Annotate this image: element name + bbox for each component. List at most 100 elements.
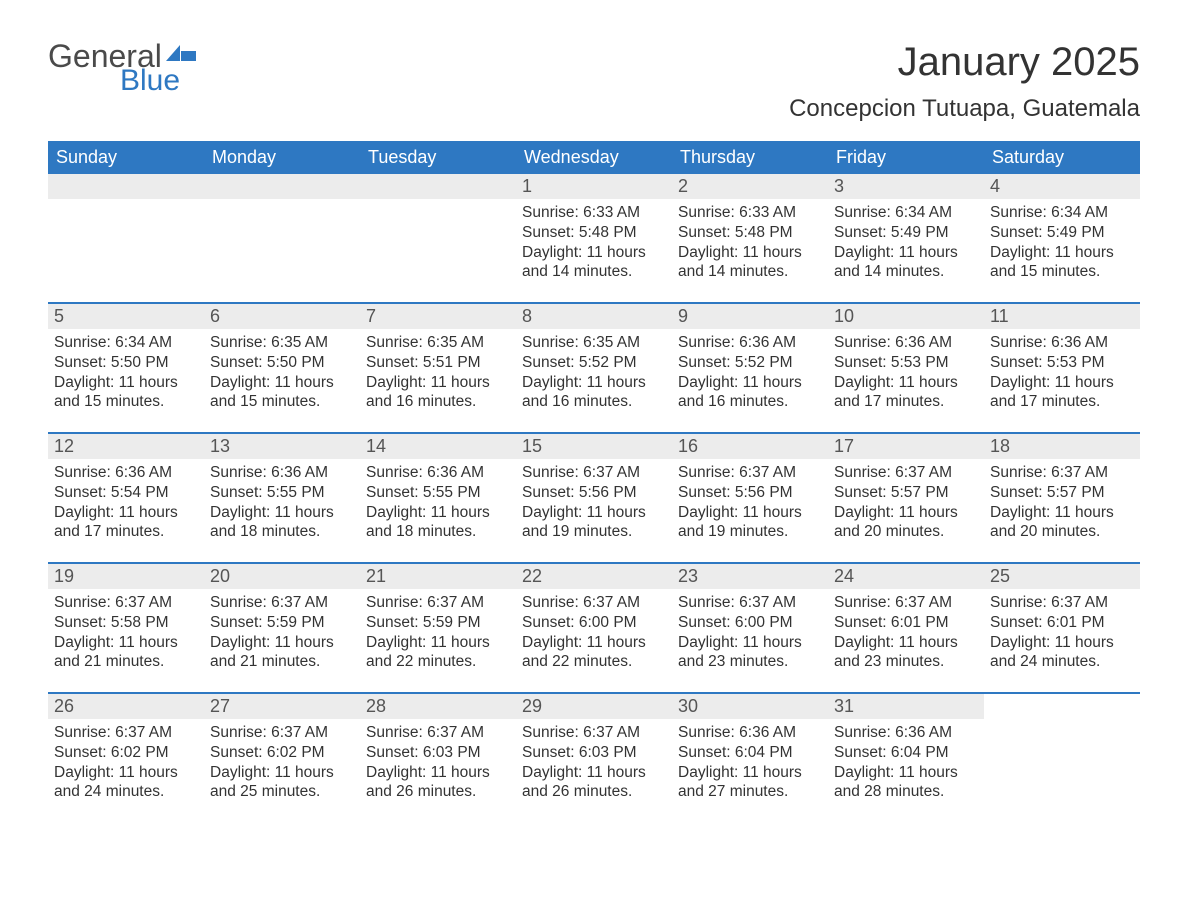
daylight-text: and 14 minutes.	[834, 262, 978, 282]
weekday-header: Wednesday	[516, 141, 672, 174]
day-cell: 19Sunrise: 6:37 AMSunset: 5:58 PMDayligh…	[48, 564, 204, 692]
daylight-text: Daylight: 11 hours	[522, 633, 666, 653]
day-content: Sunrise: 6:37 AMSunset: 5:59 PMDaylight:…	[362, 593, 510, 672]
day-cell: 21 Sunrise: 6:37 AMSunset: 5:59 PMDayligh…	[360, 564, 516, 692]
day-cell	[360, 174, 516, 302]
day-number: 28	[360, 694, 516, 719]
daylight-text: and 15 minutes.	[210, 392, 354, 412]
day-content: Sunrise: 6:37 AMSunset: 6:00 PMDaylight:…	[674, 593, 822, 672]
daylight-text: and 17 minutes.	[990, 392, 1134, 412]
daylight-text: and 20 minutes.	[990, 522, 1134, 542]
day-content: Sunrise: 6:34 AMSunset: 5:49 PMDaylight:…	[830, 203, 978, 282]
logo-text-blue: Blue	[120, 66, 196, 96]
day-content: Sunrise: 6:37 AMSunset: 5:57 PMDaylight:…	[986, 463, 1134, 542]
daylight-text: and 19 minutes.	[522, 522, 666, 542]
day-number-empty	[204, 174, 360, 199]
sunset-text: Sunset: 5:58 PM	[54, 613, 198, 633]
sunrise-text: Sunrise: 6:34 AM	[54, 333, 198, 353]
daylight-text: and 19 minutes.	[678, 522, 822, 542]
sunset-text: Sunset: 5:48 PM	[522, 223, 666, 243]
daylight-text: Daylight: 11 hours	[678, 373, 822, 393]
sunrise-text: Sunrise: 6:37 AM	[990, 463, 1134, 483]
day-content: Sunrise: 6:37 AMSunset: 6:02 PMDaylight:…	[206, 723, 354, 802]
day-number: 23	[672, 564, 828, 589]
sunrise-text: Sunrise: 6:37 AM	[54, 593, 198, 613]
sunrise-text: Sunrise: 6:33 AM	[522, 203, 666, 223]
day-content: Sunrise: 6:37 AMSunset: 5:58 PMDaylight:…	[50, 593, 198, 672]
day-content: Sunrise: 6:37 AMSunset: 6:02 PMDaylight:…	[50, 723, 198, 802]
day-cell: 5Sunrise: 6:34 AMSunset: 5:50 PMDaylight…	[48, 304, 204, 432]
sunrise-text: Sunrise: 6:37 AM	[210, 593, 354, 613]
sunset-text: Sunset: 6:04 PM	[678, 743, 822, 763]
sunrise-text: Sunrise: 6:37 AM	[366, 593, 510, 613]
day-content: Sunrise: 6:37 AMSunset: 6:00 PMDaylight:…	[518, 593, 666, 672]
daylight-text: and 18 minutes.	[366, 522, 510, 542]
day-number: 24	[828, 564, 984, 589]
sunrise-text: Sunrise: 6:37 AM	[678, 463, 822, 483]
day-content: Sunrise: 6:35 AMSunset: 5:51 PMDaylight:…	[362, 333, 510, 412]
weekday-header: Friday	[828, 141, 984, 174]
day-cell: 1Sunrise: 6:33 AMSunset: 5:48 PMDaylight…	[516, 174, 672, 302]
day-number: 18	[984, 434, 1140, 459]
sunrise-text: Sunrise: 6:36 AM	[678, 723, 822, 743]
day-content: Sunrise: 6:36 AMSunset: 5:52 PMDaylight:…	[674, 333, 822, 412]
day-content: Sunrise: 6:36 AMSunset: 6:04 PMDaylight:…	[830, 723, 978, 802]
day-number: 14	[360, 434, 516, 459]
daylight-text: Daylight: 11 hours	[210, 373, 354, 393]
day-content: Sunrise: 6:36 AMSunset: 5:53 PMDaylight:…	[986, 333, 1134, 412]
day-cell: 28Sunrise: 6:37 AMSunset: 6:03 PMDayligh…	[360, 694, 516, 822]
day-number: 2	[672, 174, 828, 199]
daylight-text: and 27 minutes.	[678, 782, 822, 802]
day-content: Sunrise: 6:37 AMSunset: 6:01 PMDaylight:…	[830, 593, 978, 672]
header: General Blue January 2025 Concepcion Tut…	[48, 40, 1140, 123]
sunset-text: Sunset: 5:57 PM	[834, 483, 978, 503]
sunset-text: Sunset: 5:49 PM	[834, 223, 978, 243]
sunrise-text: Sunrise: 6:37 AM	[522, 593, 666, 613]
sunset-text: Sunset: 6:00 PM	[522, 613, 666, 633]
sunset-text: Sunset: 5:48 PM	[678, 223, 822, 243]
sunrise-text: Sunrise: 6:37 AM	[834, 463, 978, 483]
sunrise-text: Sunrise: 6:37 AM	[54, 723, 198, 743]
week-row: 12Sunrise: 6:36 AMSunset: 5:54 PMDayligh…	[48, 432, 1140, 562]
day-content: Sunrise: 6:35 AMSunset: 5:52 PMDaylight:…	[518, 333, 666, 412]
daylight-text: and 22 minutes.	[366, 652, 510, 672]
daylight-text: Daylight: 11 hours	[522, 503, 666, 523]
day-cell: 4Sunrise: 6:34 AMSunset: 5:49 PMDaylight…	[984, 174, 1140, 302]
day-content: Sunrise: 6:36 AMSunset: 5:53 PMDaylight:…	[830, 333, 978, 412]
sunrise-text: Sunrise: 6:36 AM	[366, 463, 510, 483]
day-cell: 25Sunrise: 6:37 AMSunset: 6:01 PMDayligh…	[984, 564, 1140, 692]
sunset-text: Sunset: 5:55 PM	[210, 483, 354, 503]
sunset-text: Sunset: 5:59 PM	[366, 613, 510, 633]
day-number: 16	[672, 434, 828, 459]
daylight-text: Daylight: 11 hours	[678, 763, 822, 783]
daylight-text: Daylight: 11 hours	[54, 763, 198, 783]
day-content: Sunrise: 6:36 AMSunset: 6:04 PMDaylight:…	[674, 723, 822, 802]
sunset-text: Sunset: 5:56 PM	[522, 483, 666, 503]
day-number: 21	[360, 564, 516, 589]
day-cell: 17Sunrise: 6:37 AMSunset: 5:57 PMDayligh…	[828, 434, 984, 562]
daylight-text: Daylight: 11 hours	[834, 503, 978, 523]
day-cell: 15Sunrise: 6:37 AMSunset: 5:56 PMDayligh…	[516, 434, 672, 562]
sunset-text: Sunset: 6:03 PM	[366, 743, 510, 763]
daylight-text: and 20 minutes.	[834, 522, 978, 542]
sunrise-text: Sunrise: 6:37 AM	[366, 723, 510, 743]
day-cell	[204, 174, 360, 302]
day-cell: 12Sunrise: 6:36 AMSunset: 5:54 PMDayligh…	[48, 434, 204, 562]
sunrise-text: Sunrise: 6:36 AM	[834, 333, 978, 353]
sunset-text: Sunset: 6:01 PM	[834, 613, 978, 633]
sunrise-text: Sunrise: 6:35 AM	[366, 333, 510, 353]
daylight-text: Daylight: 11 hours	[834, 633, 978, 653]
day-cell: 13Sunrise: 6:36 AMSunset: 5:55 PMDayligh…	[204, 434, 360, 562]
sunrise-text: Sunrise: 6:37 AM	[522, 463, 666, 483]
sunrise-text: Sunrise: 6:37 AM	[522, 723, 666, 743]
daylight-text: and 14 minutes.	[522, 262, 666, 282]
sunset-text: Sunset: 5:53 PM	[834, 353, 978, 373]
sunrise-text: Sunrise: 6:35 AM	[210, 333, 354, 353]
daylight-text: and 14 minutes.	[678, 262, 822, 282]
day-number: 8	[516, 304, 672, 329]
daylight-text: and 22 minutes.	[522, 652, 666, 672]
day-cell: 20Sunrise: 6:37 AMSunset: 5:59 PMDayligh…	[204, 564, 360, 692]
day-cell: 24 Sunrise: 6:37 AMSunset: 6:01 PMDayligh…	[828, 564, 984, 692]
day-cell: 31Sunrise: 6:36 AMSunset: 6:04 PMDayligh…	[828, 694, 984, 822]
daylight-text: and 16 minutes.	[522, 392, 666, 412]
